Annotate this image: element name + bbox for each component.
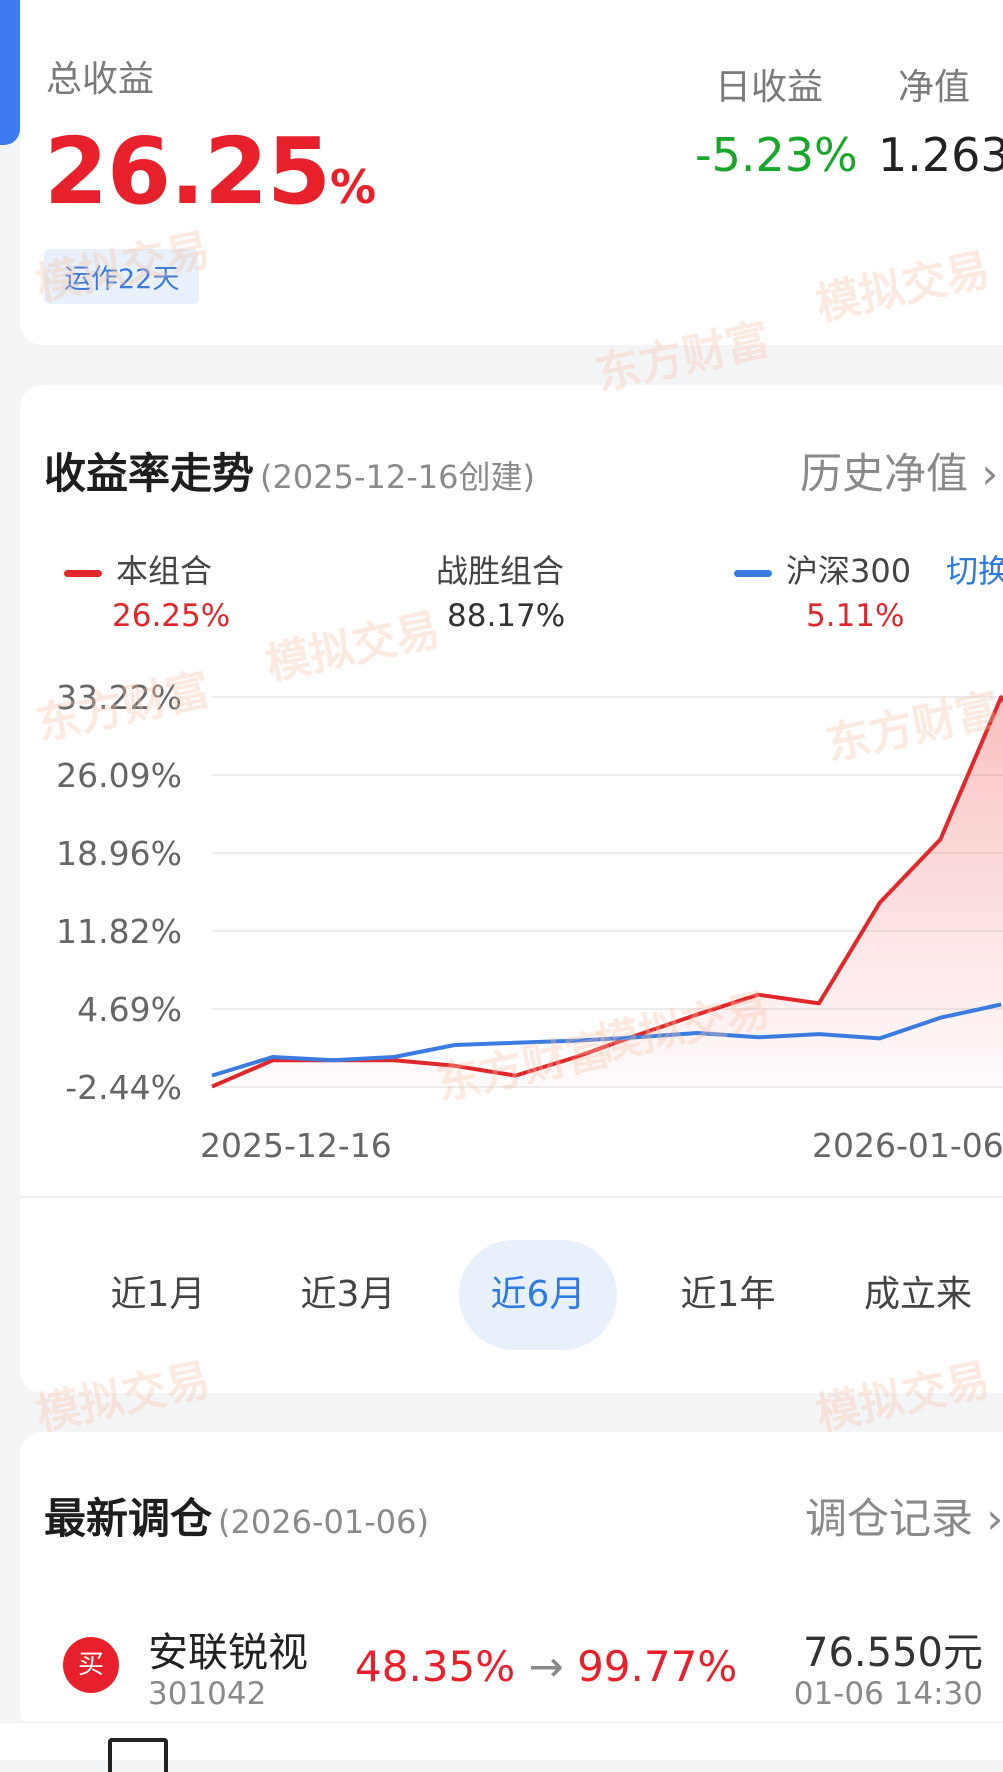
legend-csi300-swatch (734, 569, 772, 577)
watermark: 模拟交易 (262, 604, 445, 690)
legend-beat-portfolio: 战胜组合 (436, 552, 565, 590)
position-change: 48.35% → 99.77% (355, 1642, 738, 1691)
legend-portfolio-value: 26.25% (112, 598, 231, 634)
y-tick-label: 4.69% (77, 990, 182, 1029)
watermark: 东方财富 (432, 1024, 615, 1110)
history-nav-link[interactable]: 历史净值 › (800, 449, 999, 498)
switch-benchmark-link[interactable]: 切换 (946, 552, 1003, 590)
run-days-badge: 运作22天 (44, 249, 200, 304)
nav-label: 净值 (898, 67, 971, 108)
tab-3-months[interactable]: 近3月 (300, 1274, 396, 1315)
arrow-right-icon: → (528, 1642, 564, 1691)
series-area-0 (212, 697, 1003, 1087)
trend-title: 收益率走势 (2025-12-16创建) (44, 449, 535, 498)
y-tick-label: 26.09% (56, 756, 182, 795)
stock-name[interactable]: 安联锐视 (148, 1630, 308, 1676)
watermark: 模拟交易 (812, 1354, 995, 1440)
legend-csi300[interactable]: 沪深300 (734, 546, 911, 592)
watermark: 东方财富 (592, 314, 775, 400)
tab-1-month[interactable]: 近1月 (110, 1274, 206, 1315)
legend-beat-portfolio-value: 88.17% (447, 598, 566, 634)
trend-card (20, 385, 1003, 1393)
trade-price: 76.550元 (803, 1630, 983, 1676)
divider (20, 1196, 1003, 1198)
tab-bar-icon[interactable] (108, 1738, 168, 1772)
trend-created-date: (2025-12-16创建) (260, 458, 535, 496)
tab-6-months[interactable]: 近6月 (459, 1240, 617, 1350)
rebalance-title: 最新调仓 (2026-01-06) (44, 1494, 429, 1543)
legend-csi300-value: 5.11% (806, 598, 905, 634)
daily-return-value: -5.23% (695, 128, 858, 182)
trade-time: 01-06 14:30 (793, 1676, 983, 1712)
x-tick-label: 2026-01-06 (812, 1126, 1003, 1165)
y-tick-label: 11.82% (56, 912, 182, 951)
edge-accent (0, 0, 20, 145)
total-return-label: 总收益 (46, 59, 155, 100)
x-tick-label: 2025-12-16 (200, 1126, 392, 1165)
watermark: 模拟交易 (32, 1354, 215, 1440)
tab-since-inception[interactable]: 成立来 (863, 1274, 972, 1315)
y-tick-label: 18.96% (56, 834, 182, 873)
legend-portfolio[interactable]: 本组合 (64, 546, 212, 592)
series-line-1 (211, 1002, 1002, 1078)
legend-portfolio-swatch (64, 569, 102, 577)
y-tick-label: -2.44% (65, 1068, 182, 1107)
rebalance-card (20, 1432, 1003, 1732)
watermark: 模拟交易 (32, 224, 215, 310)
y-tick-label: 33.22% (56, 678, 182, 717)
daily-return-label: 日收益 (715, 67, 824, 108)
total-return-value: 26.25% (44, 118, 376, 225)
stock-code: 301042 (148, 1676, 267, 1712)
tab-1-year[interactable]: 近1年 (680, 1274, 776, 1315)
buy-badge: 买 (63, 1637, 119, 1693)
nav-value: 1.263 (878, 128, 1003, 182)
watermark: 模拟交易 (812, 244, 995, 330)
rebalance-date: (2026-01-06) (218, 1503, 429, 1541)
rebalance-record-link[interactable]: 调仓记录 › (805, 1494, 1003, 1543)
